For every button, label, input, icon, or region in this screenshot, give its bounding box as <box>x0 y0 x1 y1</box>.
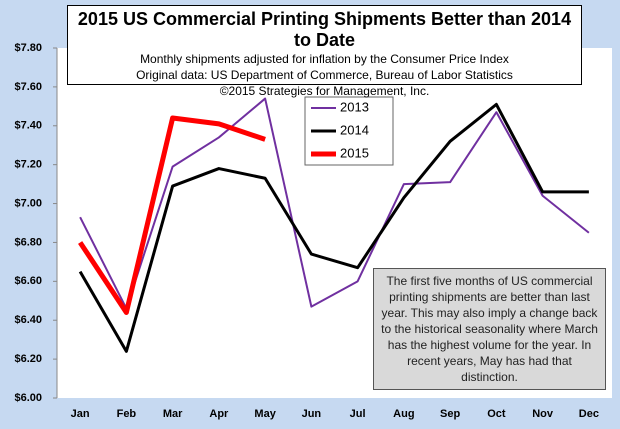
y-tick-label: $7.00 <box>14 197 42 209</box>
subtitle: Original data: US Department of Commerce… <box>136 68 513 82</box>
legend-label: 2013 <box>340 99 369 114</box>
x-tick-label: Jun <box>302 408 322 420</box>
series-line <box>78 102 589 353</box>
y-tick-label: $6.40 <box>14 314 42 326</box>
annotation: The first five months of US commercial p… <box>373 268 606 390</box>
series-line <box>78 115 266 315</box>
y-tick-label: $7.60 <box>14 81 42 93</box>
y-tick-label: $6.20 <box>14 353 42 365</box>
y-tick-label: $7.80 <box>14 42 42 54</box>
x-tick-label: Apr <box>209 408 229 420</box>
y-tick-label: $7.20 <box>14 159 42 171</box>
subtitle: ©2015 Strategies for Management, Inc. <box>219 84 430 98</box>
x-tick-label: Oct <box>487 408 506 420</box>
title-box: 2015 US Commercial Printing Shipments Be… <box>67 5 582 98</box>
x-tick-label: Feb <box>117 408 137 420</box>
x-tick-label: May <box>254 408 276 420</box>
y-tick-label: $7.40 <box>14 120 42 132</box>
x-tick-label: Jul <box>350 408 366 420</box>
y-tick-label: $6.00 <box>14 392 42 404</box>
subtitle: Monthly shipments adjusted for inflation… <box>140 52 509 66</box>
y-tick-label: $6.60 <box>14 275 42 287</box>
x-tick-label: Dec <box>579 408 599 420</box>
chart-title: 2015 US Commercial Printing Shipments Be… <box>77 9 572 50</box>
x-tick-label: Sep <box>440 408 460 420</box>
x-tick-label: Nov <box>532 408 554 420</box>
x-tick-label: Jan <box>71 408 90 420</box>
legend-label: 2015 <box>340 145 369 160</box>
legend-label: 2014 <box>340 122 369 137</box>
x-tick-label: Aug <box>393 408 414 420</box>
y-tick-label: $6.80 <box>14 236 42 248</box>
series-line <box>79 97 590 310</box>
x-tick-label: Mar <box>163 408 183 420</box>
